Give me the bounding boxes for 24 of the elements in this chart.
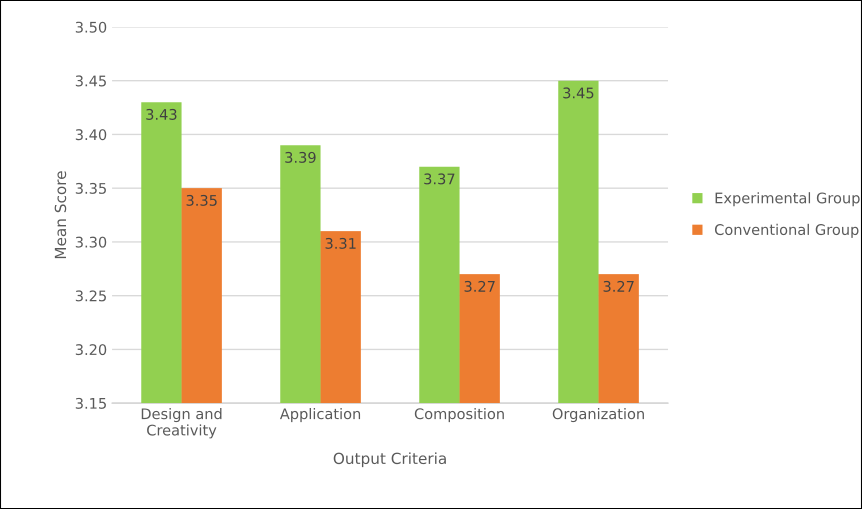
data-label: 3.39 <box>285 152 316 163</box>
x-tick-label: Design and Creativity <box>142 408 222 438</box>
data-label: 3.37 <box>424 173 454 184</box>
text: 3.50 <box>76 22 106 33</box>
data-label: 3.27 <box>464 280 495 292</box>
text: 3.45 <box>76 75 106 86</box>
data-label: 3.45 <box>563 87 594 98</box>
x-tick-label: Composition <box>414 408 504 422</box>
text: 3.25 <box>76 290 106 302</box>
text: 3.20 <box>76 344 106 356</box>
data-label: 3.43 <box>146 108 176 120</box>
legend-label: Conventional Group <box>714 224 859 238</box>
data-label: 3.35 <box>186 194 217 206</box>
text: 3.35 <box>76 182 106 194</box>
x-tick-label: Organization <box>552 408 644 422</box>
text: 3.40 <box>76 129 106 140</box>
x-axis-title: Output Criteria <box>334 452 446 468</box>
x-tick-label: Application <box>280 408 360 422</box>
y-axis-title: Mean Score <box>54 171 66 258</box>
text: 3.30 <box>76 236 106 248</box>
text: 3.15 <box>76 398 106 409</box>
data-label: 3.27 <box>604 280 634 292</box>
legend-label: Experimental Group <box>716 192 860 206</box>
data-label: 3.31 <box>326 238 356 249</box>
